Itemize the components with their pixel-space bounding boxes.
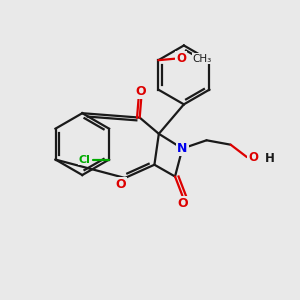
Text: O: O (177, 197, 188, 210)
Text: O: O (115, 178, 126, 191)
Text: CH₃: CH₃ (193, 54, 212, 64)
Text: Cl: Cl (79, 154, 91, 165)
Text: H: H (265, 152, 275, 165)
Text: N: N (177, 142, 188, 155)
Text: O: O (176, 52, 186, 65)
Text: O: O (136, 85, 146, 98)
Text: O: O (248, 151, 258, 164)
